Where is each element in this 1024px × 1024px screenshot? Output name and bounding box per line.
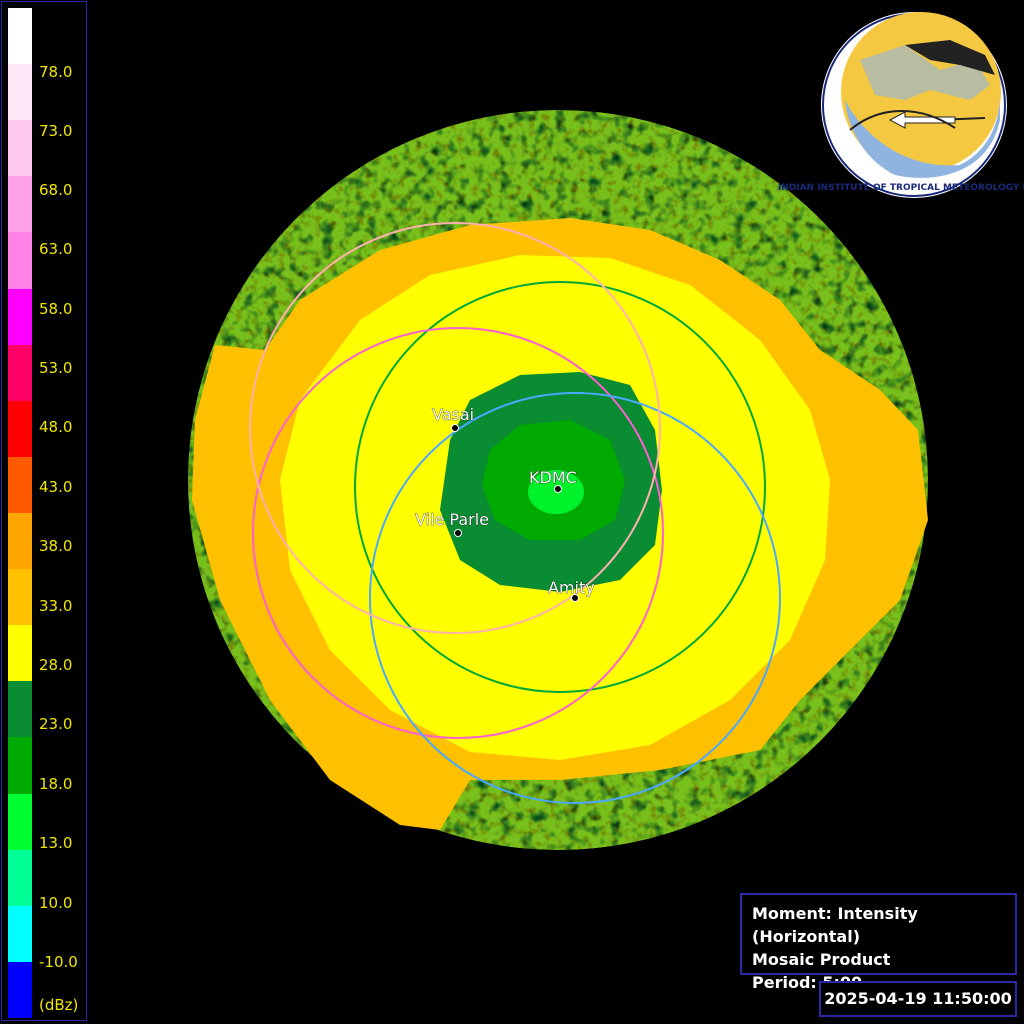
range-ring-vasai <box>249 222 661 634</box>
legend-swatch <box>8 8 32 65</box>
timestamp: 2025-04-19 11:50:00 <box>824 989 1012 1008</box>
range-ring-vile-parle <box>252 327 664 739</box>
legend-tick: 33.0 <box>39 597 73 615</box>
station-label: Vile Parle <box>415 510 489 529</box>
legend-tick: 10.0 <box>39 894 73 912</box>
legend-swatch <box>8 456 32 514</box>
legend-tick: -10.0 <box>39 953 78 971</box>
timestamp-box: 2025-04-19 11:50:00 <box>819 981 1017 1017</box>
logo-text-english: INDIAN INSTITUTE OF TROPICAL METEOROLOGY… <box>778 183 1024 193</box>
legend-swatch <box>8 400 32 458</box>
legend-tick: 68.0 <box>39 181 73 199</box>
legend-swatch <box>8 64 32 121</box>
legend-swatch <box>8 793 32 851</box>
legend-tick: 78.0 <box>39 63 73 81</box>
legend-swatch <box>8 737 32 795</box>
range-ring-amity <box>369 392 781 804</box>
iitm-logo: INDIAN INSTITUTE OF TROPICAL METEOROLOGY… <box>778 12 1024 198</box>
station-vile-parle[interactable]: Vile Parle <box>415 510 489 537</box>
product-info-box: Moment: Intensity (Horizontal) Mosaic Pr… <box>740 893 1017 992</box>
legend-swatch <box>8 120 32 177</box>
legend-tick: 23.0 <box>39 715 73 733</box>
station-kdmc[interactable]: KDMC <box>529 468 577 493</box>
legend-unit: (dBz) <box>39 996 79 1014</box>
station-label: Vasai <box>432 405 474 424</box>
legend-swatch <box>8 288 32 346</box>
legend-tick: 28.0 <box>39 656 73 674</box>
legend-tick: 53.0 <box>39 359 73 377</box>
legend-tick: 58.0 <box>39 300 73 318</box>
moment-label: Moment: Intensity (Horizontal) <box>752 904 918 946</box>
legend-swatch <box>8 232 32 290</box>
legend-tick: 73.0 <box>39 122 73 140</box>
station-label: KDMC <box>529 468 577 487</box>
legend-swatch <box>8 344 32 402</box>
legend-tick: 13.0 <box>39 834 73 852</box>
range-ring-kdmc <box>354 281 766 693</box>
legend-tick: 48.0 <box>39 418 73 436</box>
legend-swatch <box>8 681 32 738</box>
legend-tick: 43.0 <box>39 478 73 496</box>
legend-swatch <box>8 849 32 907</box>
legend-swatch <box>8 905 32 963</box>
station-label: Amity <box>548 578 595 597</box>
legend-tick: 18.0 <box>39 775 73 793</box>
legend-tick: 38.0 <box>39 537 73 555</box>
station-amity[interactable]: Amity <box>548 578 595 602</box>
product-label: Mosaic Product <box>752 950 891 969</box>
color-legend: 78.0 73.0 68.0 63.0 58.0 53.0 48.0 43.0 … <box>1 1 87 1021</box>
legend-swatch <box>8 513 32 570</box>
legend-swatch <box>8 961 32 1019</box>
legend-swatch <box>8 176 32 233</box>
legend-swatch <box>8 625 32 682</box>
legend-swatch <box>8 569 32 626</box>
legend-tick: 63.0 <box>39 240 73 258</box>
station-vasai[interactable]: Vasai <box>432 405 474 432</box>
